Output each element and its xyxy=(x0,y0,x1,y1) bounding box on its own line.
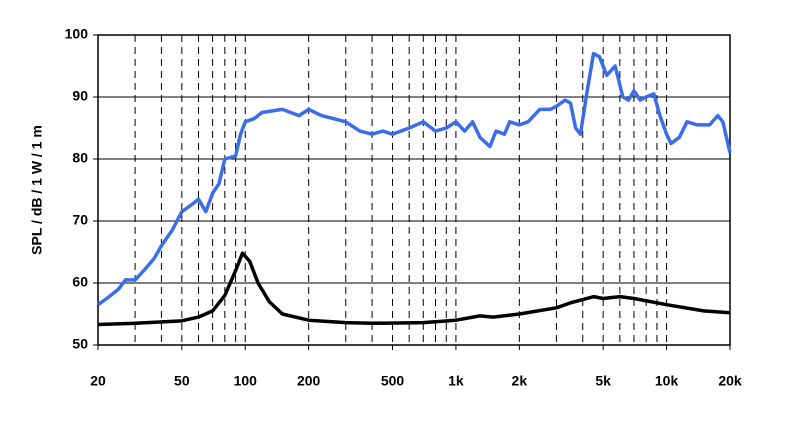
y-tick-label: 50 xyxy=(72,336,88,352)
x-tick-label: 500 xyxy=(381,373,405,389)
x-tick-label: 50 xyxy=(174,373,190,389)
line-series xyxy=(97,251,731,327)
x-tick-label: 1k xyxy=(448,373,464,389)
y-tick-label: 70 xyxy=(72,212,88,228)
y-tick-label: 60 xyxy=(72,274,88,290)
x-tick-label: 20 xyxy=(90,373,106,389)
x-tick-label: 100 xyxy=(234,373,258,389)
x-tick-label: 200 xyxy=(297,373,321,389)
plot-frame xyxy=(97,34,731,346)
line-series xyxy=(96,51,732,307)
y-tick-label: 100 xyxy=(65,26,89,42)
x-tick-label: 10k xyxy=(655,373,679,389)
x-tick-label: 5k xyxy=(595,373,611,389)
x-tick-label: 2k xyxy=(512,373,528,389)
y-tick-label: 80 xyxy=(72,150,88,166)
y-axis-label: SPL / dB / 1 W / 1 m xyxy=(29,125,45,255)
x-tick-label: 20k xyxy=(718,373,742,389)
y-tick-label: 90 xyxy=(72,88,88,104)
